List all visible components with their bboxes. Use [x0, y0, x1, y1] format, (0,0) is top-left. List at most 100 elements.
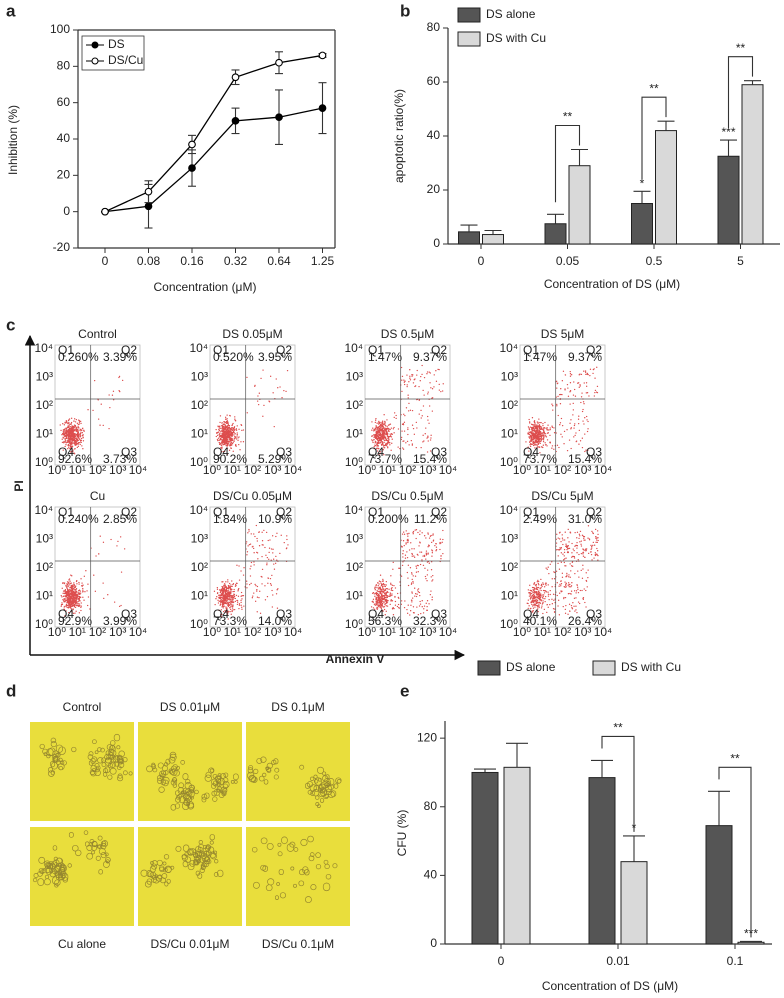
bar	[482, 234, 504, 245]
y-tick-label: -20	[53, 240, 71, 254]
x-tick-label: 0.32	[224, 254, 248, 268]
event-dots	[370, 529, 444, 616]
error-bar	[460, 224, 478, 232]
y-tick-label: 10⁰	[500, 455, 518, 469]
y-tick-label: 10⁰	[190, 617, 208, 631]
y-tick-label: 10¹	[346, 427, 363, 441]
quadrant-value: 73.7%	[368, 452, 402, 466]
event-dots	[215, 369, 289, 456]
x-tick-label: 10³	[419, 625, 436, 639]
y-tick-label: 10⁴	[499, 503, 518, 517]
colony-cells	[39, 733, 133, 782]
colony-image	[30, 722, 134, 821]
quadrant-name: Q3	[121, 445, 137, 459]
image-label: DS/Cu 0.01μM	[151, 937, 230, 951]
y-tick-label: 10⁰	[345, 617, 363, 631]
quadrant-value: 0.200%	[368, 512, 409, 526]
event-dots	[59, 375, 124, 455]
y-tick-label: 10¹	[36, 427, 53, 441]
quadrant-name: Q3	[431, 607, 447, 621]
quadrant-value: 1.84%	[213, 512, 247, 526]
colony-cells	[146, 751, 239, 811]
quadrant-name: Q2	[121, 505, 137, 519]
y-tick-label: 10³	[191, 531, 208, 545]
quadrant-name: Q1	[368, 343, 384, 357]
point	[188, 164, 196, 172]
legend-label: DS with Cu	[621, 660, 681, 674]
y-tick-label: 10¹	[36, 589, 53, 603]
colony-image	[246, 827, 350, 926]
point	[101, 207, 109, 216]
x-tick-label: 10⁴	[594, 625, 613, 639]
comparison-bracket	[601, 735, 635, 832]
image-label: Control	[63, 700, 102, 714]
colony-image	[138, 827, 242, 926]
legend-label: DS alone	[506, 660, 556, 674]
x-tick-label: 10¹	[224, 463, 241, 477]
bar	[620, 861, 648, 945]
significance-label: *	[640, 177, 645, 191]
x-tick-label: 0.64	[267, 254, 291, 268]
quadrant-value: 40.1%	[523, 614, 557, 628]
y-tick-label: 10⁴	[344, 341, 363, 355]
quadrant-name: Q2	[431, 505, 447, 519]
comparison-label: **	[730, 752, 740, 766]
panel-letter: e	[400, 681, 409, 700]
comparison-bracket	[641, 96, 667, 180]
panel-letter: b	[400, 1, 410, 20]
quadrant-value: 56.3%	[368, 614, 402, 628]
error-bar	[484, 229, 502, 235]
y-tick-label: 10⁴	[189, 503, 208, 517]
x-tick-label: 10⁰	[513, 625, 531, 639]
quadrant-value: 9.37%	[413, 350, 447, 364]
y-tick-label: 20	[57, 168, 71, 182]
quadrant-name: Q4	[368, 445, 384, 459]
y-tick-label: 10⁰	[190, 455, 208, 469]
plot-frame	[364, 344, 451, 466]
bar	[631, 203, 653, 245]
x-tick-label: 10²	[89, 463, 106, 477]
error-bar	[657, 120, 675, 131]
plot-title: DS 0.05μM	[222, 327, 282, 341]
bar	[717, 155, 740, 245]
quadrant-name: Q2	[276, 343, 292, 357]
y-axis-label: Inhibition (%)	[6, 105, 20, 175]
x-tick-label: 10¹	[69, 625, 86, 639]
quadrant-name: Q1	[58, 505, 74, 519]
quadrant-value: 10.9%	[258, 512, 292, 526]
x-tick-label: 10⁰	[513, 463, 531, 477]
quadrant-value: 15.4%	[413, 452, 447, 466]
x-tick-label: 10⁰	[358, 625, 376, 639]
y-tick-label: 10³	[191, 369, 208, 383]
comparison-label: **	[736, 41, 746, 55]
y-tick-label: 40	[57, 131, 71, 145]
x-tick-label: 5	[737, 254, 744, 268]
annexin-label: Annexin V	[326, 652, 385, 666]
x-tick-label: 10¹	[534, 463, 551, 477]
y-tick-label: 10²	[191, 560, 208, 574]
error-bar	[720, 139, 737, 157]
quadrant-value: 9.37%	[568, 350, 602, 364]
quadrant-value: 1.47%	[523, 350, 557, 364]
error-bar	[506, 742, 528, 768]
plot-title: Control	[78, 327, 117, 341]
y-tick-label: 10¹	[501, 589, 518, 603]
x-tick-label: 10⁴	[129, 625, 148, 639]
event-dots	[525, 366, 599, 454]
y-tick-label: 60	[427, 74, 441, 88]
x-tick-label: 10²	[399, 625, 416, 639]
quadrant-value: 14.0%	[258, 614, 292, 628]
quadrant-value: 11.2%	[414, 512, 447, 526]
x-tick-label: 10¹	[379, 625, 396, 639]
quadrant-name: Q1	[523, 343, 539, 357]
comparison-label: **	[649, 81, 659, 95]
image-label: DS/Cu 0.1μM	[262, 937, 334, 951]
legend-swatch	[477, 660, 501, 676]
quadrant-name: Q2	[276, 505, 292, 519]
plot-title: DS/Cu 0.05μM	[213, 489, 292, 503]
y-tick-label: 10²	[501, 398, 518, 412]
quadrant-name: Q1	[368, 505, 384, 519]
pi-label: PI	[12, 480, 26, 491]
x-tick-label: 0.16	[180, 254, 204, 268]
